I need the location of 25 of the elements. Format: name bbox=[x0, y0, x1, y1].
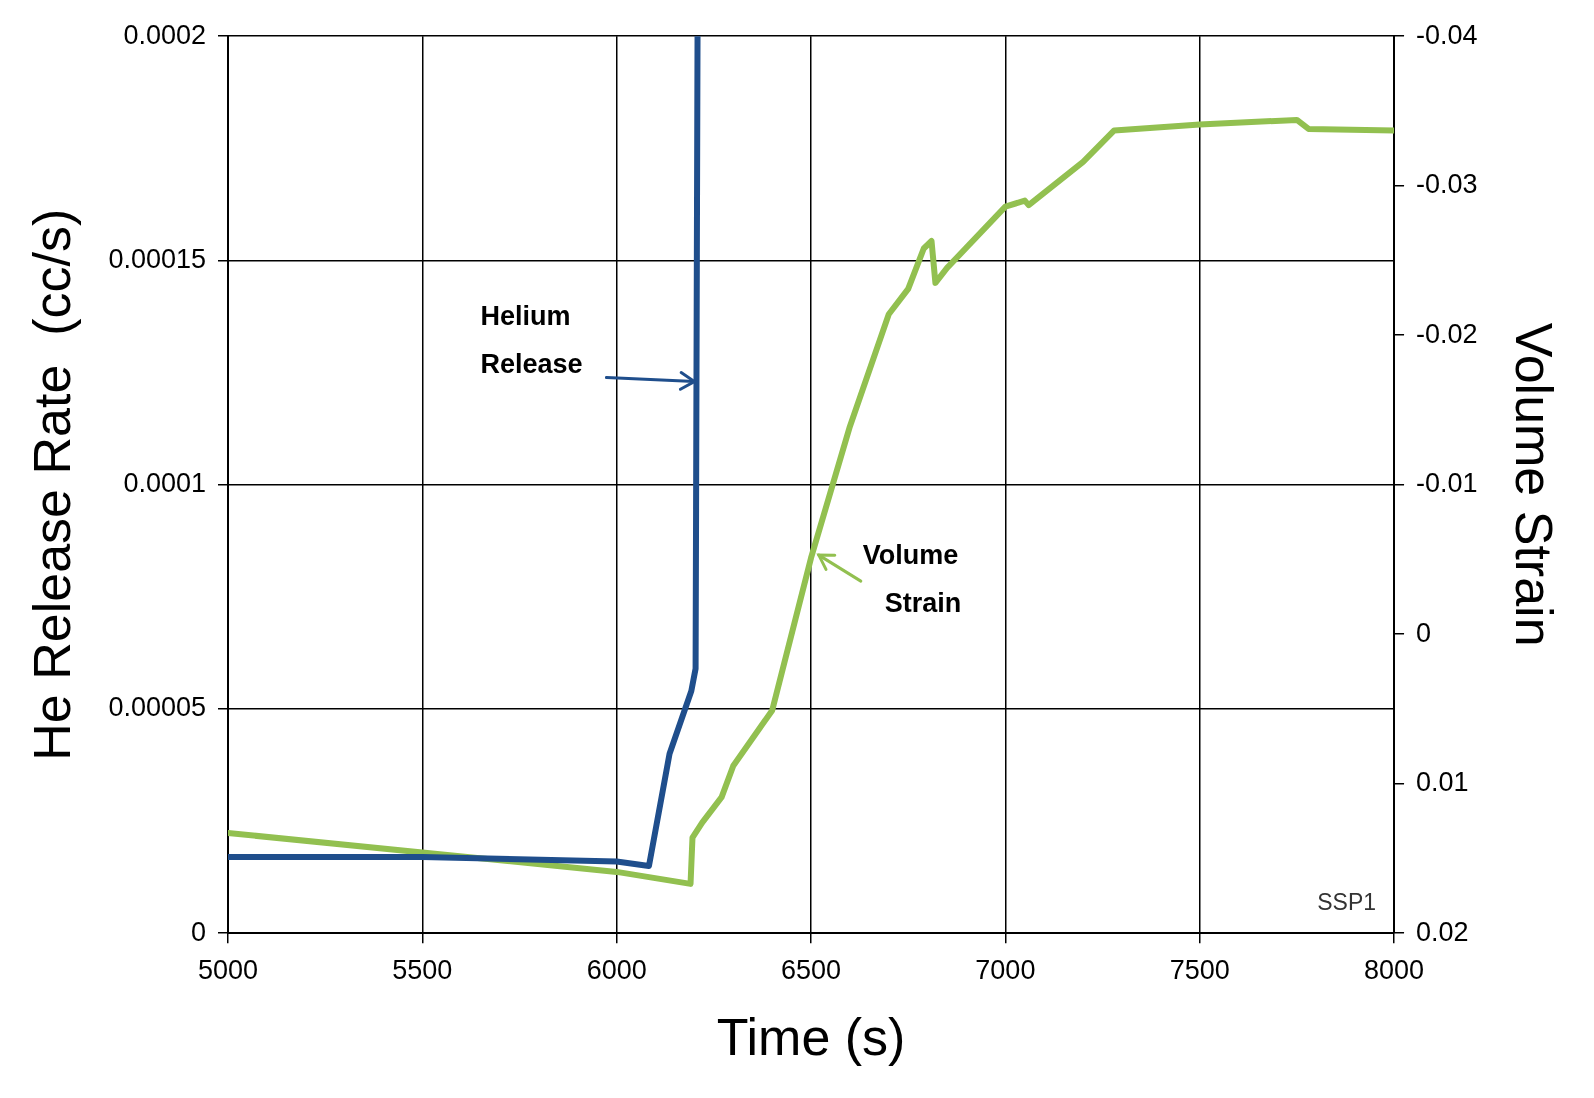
y2-tick-label: -0.02 bbox=[1416, 318, 1478, 349]
x-tick-label: 6000 bbox=[586, 954, 647, 985]
y-tick-label: 0.0002 bbox=[123, 19, 206, 50]
y2-tick-label: 0.02 bbox=[1416, 916, 1469, 947]
y2-tick-label: -0.04 bbox=[1416, 19, 1478, 50]
annotation: SSP1 bbox=[1317, 889, 1377, 916]
x-tick-label: 8000 bbox=[1364, 954, 1425, 985]
y2-tick-label: 0.01 bbox=[1416, 767, 1469, 798]
y2-tick-label: -0.03 bbox=[1416, 169, 1478, 200]
x-tick-label: 7500 bbox=[1169, 954, 1230, 985]
x-tick-label: 5500 bbox=[392, 954, 453, 985]
y-tick-label: 0.0001 bbox=[123, 468, 206, 499]
x-tick-label: 5000 bbox=[197, 954, 259, 985]
x-axis-title: Time (s) bbox=[716, 1008, 906, 1067]
annotation: Volume Strain bbox=[862, 539, 962, 618]
x-tick-label: 7000 bbox=[975, 954, 1036, 985]
y-tick-label: 0.00005 bbox=[108, 692, 206, 723]
y-tick-label: 0.00015 bbox=[108, 243, 206, 274]
x-tick-label: 6500 bbox=[780, 954, 842, 985]
y-axis-title: He Release Rate (cc/s) bbox=[22, 208, 81, 761]
y-tick-label: 0 bbox=[190, 916, 206, 947]
annotation: Helium Release bbox=[480, 301, 583, 380]
y2-tick-label: 0 bbox=[1416, 617, 1432, 648]
y2-tick-label: -0.01 bbox=[1416, 468, 1478, 499]
y2-axis-title: Volume Strain bbox=[1505, 322, 1564, 647]
